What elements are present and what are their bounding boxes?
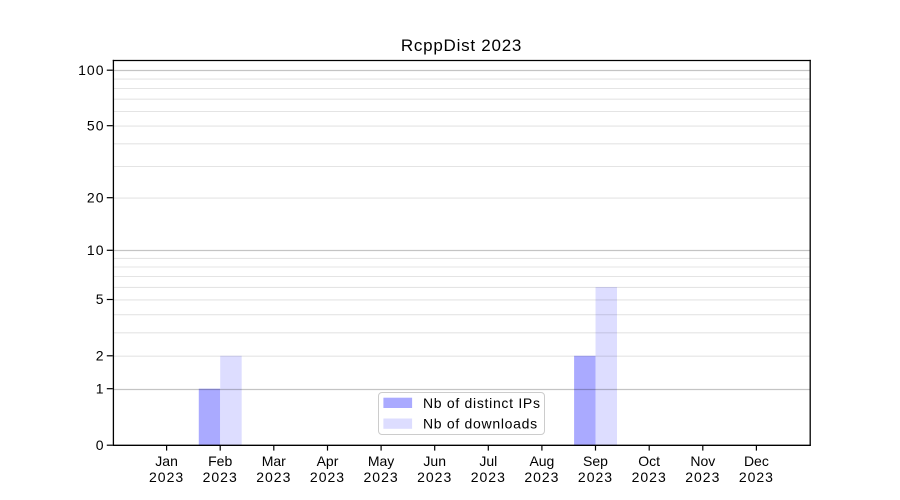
svg-text:May: May bbox=[368, 453, 394, 469]
svg-text:2: 2 bbox=[96, 348, 105, 364]
svg-text:2023: 2023 bbox=[203, 469, 238, 485]
svg-text:Nb of downloads: Nb of downloads bbox=[423, 416, 538, 432]
svg-text:Aug: Aug bbox=[529, 453, 554, 469]
svg-text:Jan: Jan bbox=[155, 453, 178, 469]
svg-text:100: 100 bbox=[78, 62, 104, 78]
svg-text:10: 10 bbox=[87, 242, 105, 258]
svg-text:Nb of distinct IPs: Nb of distinct IPs bbox=[423, 395, 541, 411]
svg-text:2023: 2023 bbox=[310, 469, 345, 485]
svg-text:Sep: Sep bbox=[583, 453, 608, 469]
svg-text:Jul: Jul bbox=[479, 453, 497, 469]
svg-text:Feb: Feb bbox=[208, 453, 232, 469]
svg-text:2023: 2023 bbox=[256, 469, 291, 485]
svg-text:50: 50 bbox=[87, 117, 105, 133]
svg-text:Mar: Mar bbox=[262, 453, 286, 469]
svg-text:Jun: Jun bbox=[423, 453, 446, 469]
svg-text:2023: 2023 bbox=[632, 469, 667, 485]
svg-text:2023: 2023 bbox=[739, 469, 774, 485]
svg-text:RcppDist 2023: RcppDist 2023 bbox=[401, 36, 522, 55]
svg-text:Oct: Oct bbox=[638, 453, 660, 469]
svg-text:1: 1 bbox=[96, 380, 105, 396]
svg-text:5: 5 bbox=[96, 291, 105, 307]
svg-text:2023: 2023 bbox=[578, 469, 613, 485]
svg-text:Nov: Nov bbox=[690, 453, 715, 469]
svg-text:0: 0 bbox=[96, 437, 105, 453]
svg-text:20: 20 bbox=[87, 189, 105, 205]
svg-text:2023: 2023 bbox=[685, 469, 720, 485]
svg-text:Dec: Dec bbox=[744, 453, 769, 469]
svg-text:2023: 2023 bbox=[417, 469, 452, 485]
svg-text:2023: 2023 bbox=[471, 469, 506, 485]
svg-text:2023: 2023 bbox=[149, 469, 184, 485]
svg-text:2023: 2023 bbox=[524, 469, 559, 485]
svg-text:Apr: Apr bbox=[317, 453, 339, 469]
svg-text:2023: 2023 bbox=[364, 469, 399, 485]
